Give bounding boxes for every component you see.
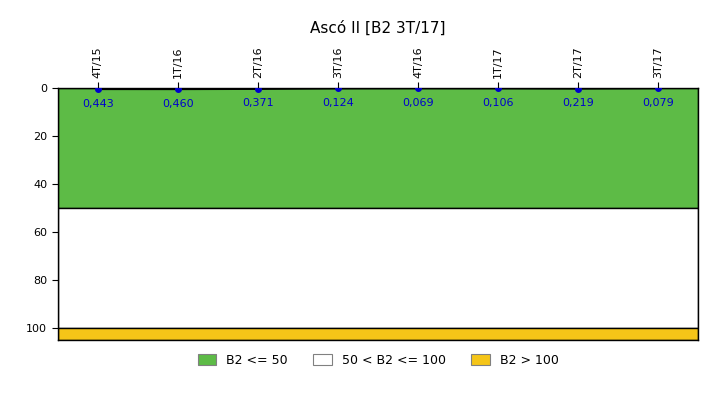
Text: 0,219: 0,219 — [562, 98, 594, 108]
Text: 0,371: 0,371 — [242, 98, 274, 108]
Text: 0,106: 0,106 — [482, 98, 514, 108]
Text: 0,443: 0,443 — [82, 99, 114, 109]
Text: 0,079: 0,079 — [642, 98, 674, 108]
Text: 0,460: 0,460 — [162, 99, 194, 109]
Text: 0,069: 0,069 — [402, 98, 434, 108]
Legend: B2 <= 50, 50 < B2 <= 100, B2 > 100: B2 <= 50, 50 < B2 <= 100, B2 > 100 — [193, 348, 563, 372]
Bar — [58, 88, 698, 208]
Text: 0,124: 0,124 — [322, 98, 354, 108]
Bar — [58, 208, 698, 328]
Bar — [58, 328, 698, 340]
Title: Ascó II [B2 3T/17]: Ascó II [B2 3T/17] — [310, 20, 446, 36]
